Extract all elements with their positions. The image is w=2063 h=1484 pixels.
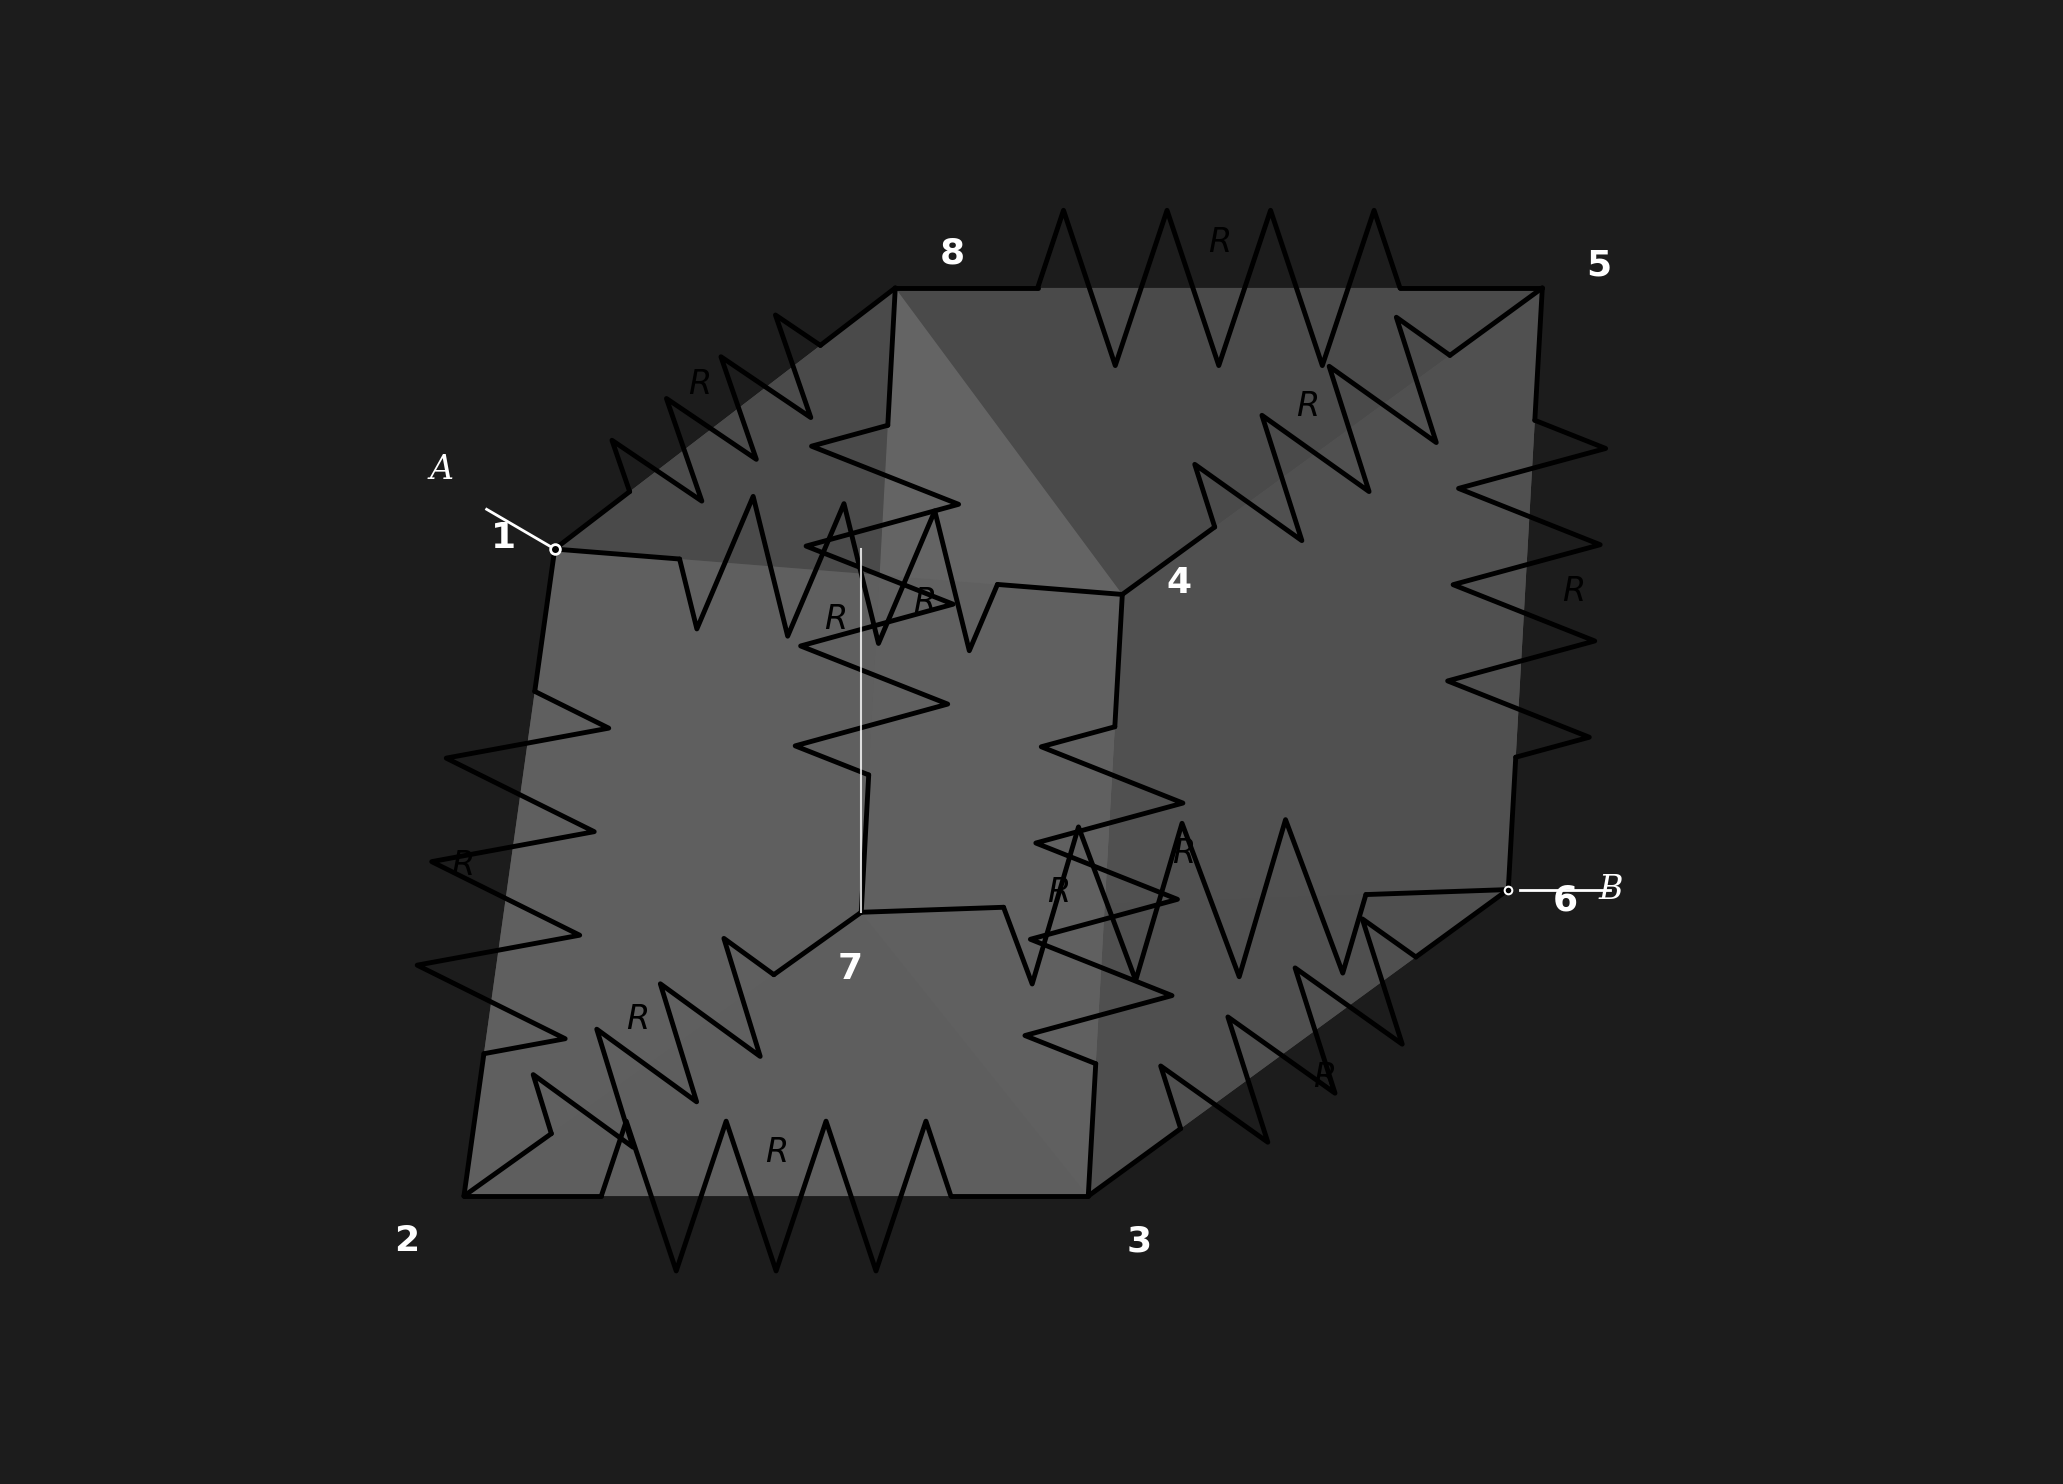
Text: $R$: $R$	[452, 849, 472, 883]
Polygon shape	[1089, 288, 1543, 1196]
Text: 6: 6	[1553, 884, 1578, 919]
Text: $R$: $R$	[823, 603, 846, 635]
Text: $R$: $R$	[1207, 226, 1230, 260]
Text: 7: 7	[838, 953, 862, 985]
Polygon shape	[464, 889, 1508, 1196]
Text: $R$: $R$	[912, 586, 935, 619]
Text: B: B	[1599, 874, 1624, 905]
Text: $R$: $R$	[1172, 837, 1194, 870]
Polygon shape	[860, 288, 1543, 913]
Polygon shape	[860, 288, 1122, 1196]
Text: 3: 3	[1126, 1224, 1151, 1258]
Polygon shape	[555, 288, 1543, 595]
Text: 8: 8	[939, 237, 965, 272]
Text: $R$: $R$	[1046, 876, 1069, 910]
Text: $R$: $R$	[1296, 390, 1318, 423]
Polygon shape	[464, 288, 895, 1196]
Text: 5: 5	[1586, 248, 1611, 282]
Text: $R$: $R$	[1562, 574, 1584, 608]
Text: 2: 2	[394, 1224, 419, 1258]
Text: 4: 4	[1166, 565, 1192, 600]
Text: $R$: $R$	[1312, 1061, 1335, 1094]
Text: 1: 1	[491, 521, 516, 555]
Polygon shape	[464, 549, 1122, 1196]
Text: $R$: $R$	[627, 1003, 648, 1036]
Text: $R$: $R$	[687, 368, 710, 401]
Text: $R$: $R$	[765, 1137, 788, 1169]
Text: A: A	[429, 454, 454, 485]
